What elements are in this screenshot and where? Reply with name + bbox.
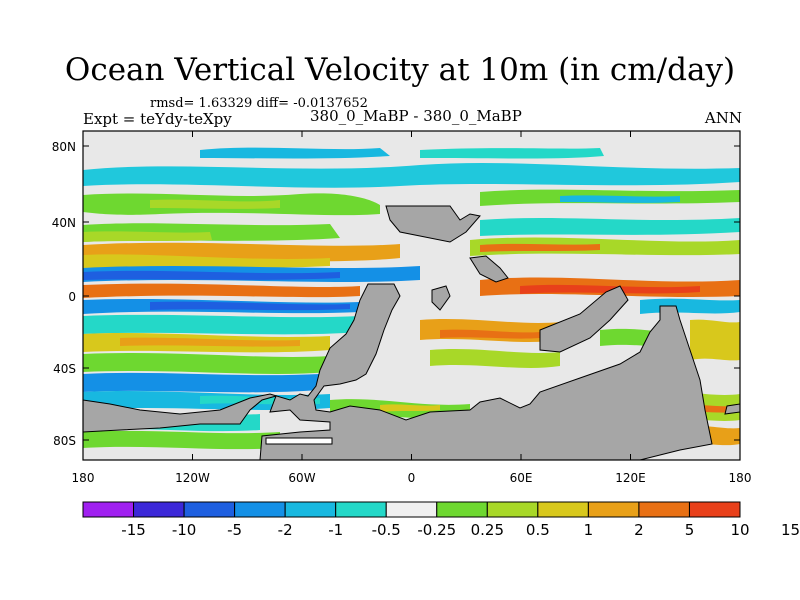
colorbar-label: -10 xyxy=(172,521,197,539)
colorbar-label: 2 xyxy=(634,521,644,539)
stats-line: rmsd= 1.63329 diff= -0.0137652 xyxy=(150,96,368,111)
lon-label: 180 xyxy=(729,471,752,485)
lat-label: 40S xyxy=(53,362,76,376)
lat-label: 0 xyxy=(68,290,76,304)
lat-label: 40N xyxy=(52,216,76,230)
land-masks xyxy=(83,205,740,460)
lon-label: 120E xyxy=(615,471,646,485)
colorbar-swatch xyxy=(436,501,488,518)
colorbar-label: -2 xyxy=(278,521,293,539)
colorbar-swatch xyxy=(82,501,135,518)
colorbar-label: 0.5 xyxy=(526,521,550,539)
colorbar-swatch xyxy=(688,501,741,518)
colorbar-label: 10 xyxy=(730,521,749,539)
season-label: ANN xyxy=(704,109,742,127)
period-label: 380_0_MaBP - 380_0_MaBP xyxy=(310,107,522,125)
colorbar-swatch xyxy=(183,501,236,518)
colorbar-swatch xyxy=(638,501,690,518)
lon-label: 180 xyxy=(72,471,95,485)
colorbar-label: 5 xyxy=(685,521,695,539)
axis-ticks: 80N 40N 0 40S 80S 180 120W 60W 0 60E 120E 180 xyxy=(52,131,752,485)
lon-label: 60E xyxy=(510,471,533,485)
colorbar-label: 15 xyxy=(781,521,800,539)
colorbar-swatch xyxy=(537,501,589,518)
velocity-field xyxy=(83,131,740,460)
lat-label: 80N xyxy=(52,140,76,154)
colorbar-swatch xyxy=(284,501,337,518)
plot-title: Ocean Vertical Velocity at 10m (in cm/da… xyxy=(64,52,736,88)
colorbar-label: -0.5 xyxy=(372,521,401,539)
experiment-label: Expt = teYdy-teXpy xyxy=(83,110,232,128)
colorbar-label: -5 xyxy=(227,521,242,539)
colorbar-swatch xyxy=(133,501,185,518)
colorbar-label: -15 xyxy=(121,521,146,539)
colorbar-swatch xyxy=(587,501,640,518)
lat-label: 80S xyxy=(53,434,76,448)
colorbar-label: -0.25 xyxy=(417,521,456,539)
lon-label: 0 xyxy=(408,471,416,485)
colorbar-label: 1 xyxy=(584,521,594,539)
colorbar-swatch xyxy=(335,501,387,518)
colorbar-label: 0.25 xyxy=(471,521,504,539)
lon-label: 120W xyxy=(175,471,210,485)
colorbar-swatch xyxy=(234,501,286,518)
colorbar-swatch xyxy=(385,501,438,518)
colorbar: -15 -10 -5 -2 -1 -0.5 -0.25 0.25 0.5 1 2 5 10 15 xyxy=(82,501,800,539)
colorbar-swatch xyxy=(486,501,539,518)
lon-label: 60W xyxy=(288,471,315,485)
colorbar-label: -1 xyxy=(328,521,343,539)
